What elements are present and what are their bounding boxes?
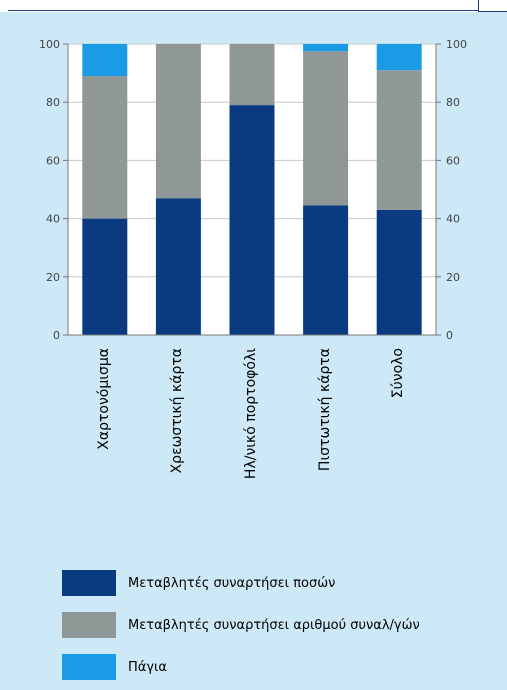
stacked-bar-chart: 0 0 20 20 40 40 60 60 80 80 100 100 <box>39 38 467 342</box>
legend-swatch-1 <box>62 570 116 596</box>
bar-segment-1-category-2 <box>155 198 201 335</box>
legend-swatch-3 <box>62 654 116 680</box>
bar-segment-2-category-4 <box>303 51 349 206</box>
category-label-4: Πιστωτική κάρτα <box>316 348 333 472</box>
top-corner-tab <box>478 0 507 12</box>
bar-segment-3-category-4 <box>303 44 349 52</box>
y-tick-label-right-100: 100 <box>446 38 467 51</box>
bar-segment-1-category-1 <box>82 218 128 335</box>
bar-segment-2-category-3 <box>229 44 275 106</box>
legend-item-1: Μεταβλητές συναρτήσει ποσών <box>62 568 335 598</box>
bar-segment-1-category-5 <box>376 209 422 335</box>
bar-segment-2-category-5 <box>376 70 422 210</box>
y-tick-label-left-20: 20 <box>46 271 60 284</box>
y-tick-label-left-60: 60 <box>46 154 60 167</box>
legend: Μεταβλητές συναρτήσει ποσών Μεταβλητές συ… <box>0 562 507 690</box>
bar-segment-1-category-4 <box>303 205 349 335</box>
legend-item-2: Μεταβλητές συναρτήσει αριθμού συναλ/γών <box>62 610 420 640</box>
category-label-5: Σύνολο <box>390 348 407 399</box>
category-axis-labels: Χαρτονόμισμα Χρεωστική κάρτα Ηλ/νικό πορτο… <box>8 340 499 560</box>
bar-segment-2-category-1 <box>82 76 128 219</box>
bar-segment-1-category-3 <box>229 105 275 335</box>
legend-swatch-2 <box>62 612 116 638</box>
bar-segment-2-category-2 <box>155 44 201 199</box>
y-tick-label-left-40: 40 <box>46 213 60 226</box>
legend-label-2: Μεταβλητές συναρτήσει αριθμού συναλ/γών <box>128 617 420 633</box>
bar-segment-3-category-5 <box>376 44 422 71</box>
y-tick-label-left-100: 100 <box>39 38 60 51</box>
top-rule <box>0 0 507 12</box>
legend-label-3: Πάγια <box>128 659 168 675</box>
y-tick-label-right-40: 40 <box>446 213 460 226</box>
y-tick-label-right-0: 0 <box>446 329 453 342</box>
y-tick-label-right-60: 60 <box>446 154 460 167</box>
y-tick-label-left-80: 80 <box>46 96 60 109</box>
y-tick-label-right-80: 80 <box>446 96 460 109</box>
category-label-1: Χαρτονόμισμα <box>95 348 112 450</box>
top-divider-line <box>8 10 478 11</box>
y-tick-label-right-20: 20 <box>446 271 460 284</box>
legend-label-1: Μεταβλητές συναρτήσει ποσών <box>128 575 336 591</box>
category-label-2: Χρεωστική κάρτα <box>169 348 186 474</box>
legend-item-3: Πάγια <box>62 652 167 682</box>
category-label-3: Ηλ/νικό πορτοφόλι <box>243 348 259 480</box>
y-tick-label-left-0: 0 <box>53 329 60 342</box>
bar-segment-3-category-1 <box>82 44 128 77</box>
